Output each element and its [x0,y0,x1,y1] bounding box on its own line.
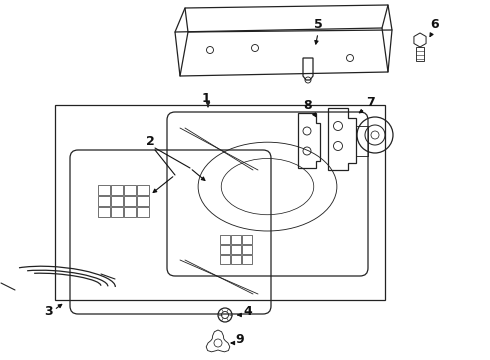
Text: 2: 2 [146,135,154,148]
Bar [416,47,424,61]
Text: 8: 8 [304,99,312,112]
Text: 4: 4 [244,305,252,318]
Bar [98,207,110,217]
Bar [231,235,241,244]
Text: 7: 7 [366,96,374,109]
Bar [231,245,241,254]
Text: 5: 5 [314,18,322,31]
Bar [124,207,136,217]
Bar [137,185,149,195]
Bar [231,255,241,264]
Bar [220,245,230,254]
Bar [356,126,368,156]
Bar [111,196,123,206]
Bar [242,235,252,244]
Bar [124,185,136,195]
Bar [242,255,252,264]
Bar [98,196,110,206]
Text: 6: 6 [431,18,440,31]
Bar [55,105,385,300]
Bar [137,196,149,206]
Bar [220,235,230,244]
Bar [98,185,110,195]
Bar [242,245,252,254]
Text: 1: 1 [202,92,211,105]
Bar [111,185,123,195]
Bar [111,207,123,217]
Text: 9: 9 [236,333,245,346]
Bar [137,207,149,217]
Bar [124,196,136,206]
Bar [220,255,230,264]
Text: 3: 3 [44,305,52,318]
